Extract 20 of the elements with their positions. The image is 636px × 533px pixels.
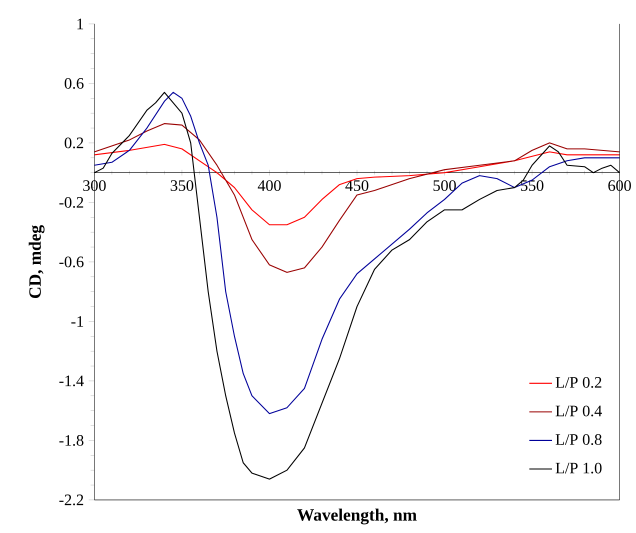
x-tick-label: 500 [433,180,456,192]
x-tick-label: 350 [170,180,194,192]
y-tick-label: -1 [71,316,84,327]
y-tick-label: -0.6 [59,256,84,268]
y-tick-label: -1.8 [59,435,84,446]
legend-label: L/P 0.8 [556,434,602,446]
legend-label: L/P 1.0 [556,462,602,474]
y-axis-title: CD, mdeg [28,225,45,298]
legend-label: L/P 0.4 [556,406,602,417]
x-tick-label: 400 [258,180,281,192]
y-tick-label: -1.4 [59,376,84,387]
y-tick-label: -0.2 [59,197,84,208]
x-tick-label: 450 [345,180,368,192]
y-tick-label: -2.2 [59,494,84,506]
x-axis-title: Wavelength, nm [297,508,417,525]
y-tick-label: 1 [77,18,84,30]
y-tick-label: 0.6 [64,78,84,90]
legend-label: L/P 0.2 [556,377,602,388]
y-tick-label: 0.2 [64,138,84,149]
x-tick-label: 550 [521,180,544,192]
